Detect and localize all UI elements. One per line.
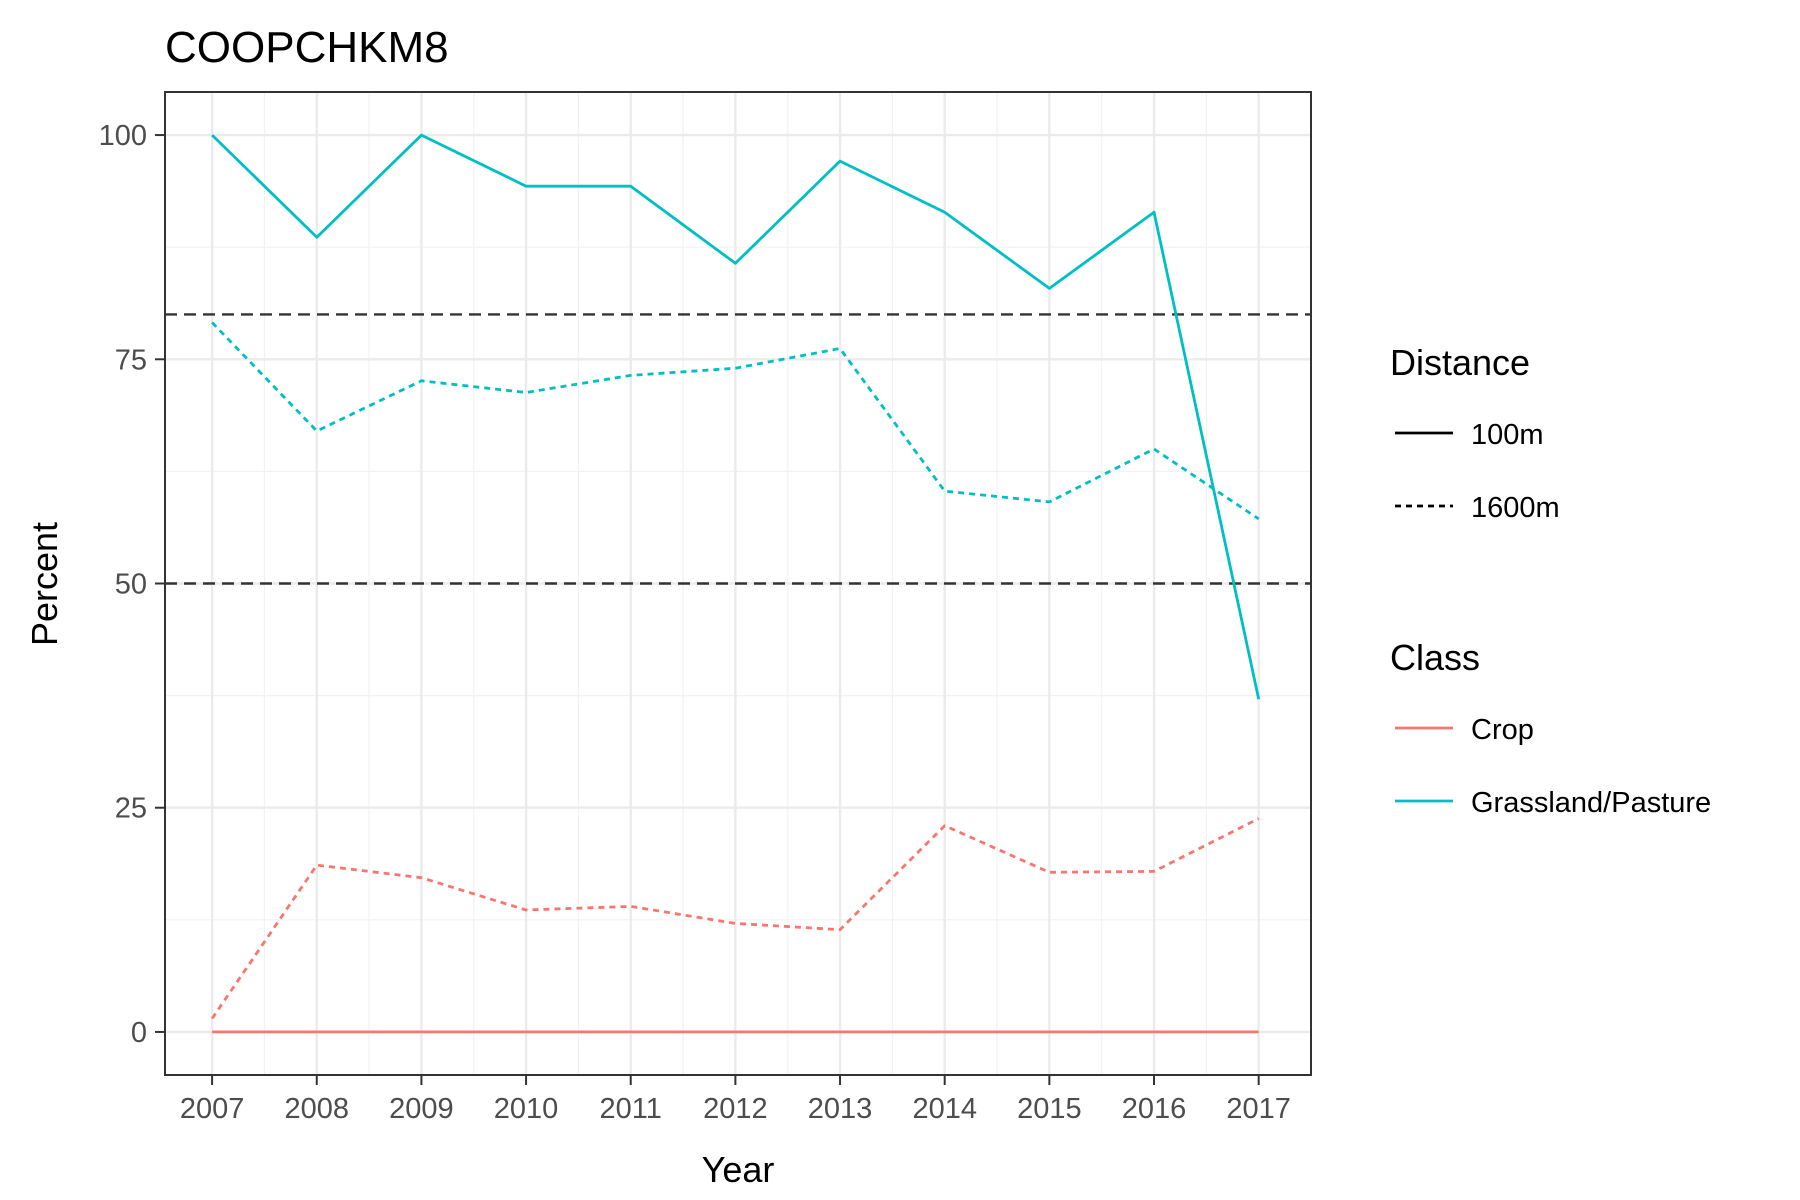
x-tick-label: 2007 [180, 1093, 245, 1125]
x-tick-label: 2014 [912, 1093, 977, 1125]
series-line-grassland-pasture-1600m [211, 321, 1260, 521]
x-tick-label: 2016 [1122, 1093, 1187, 1125]
series-lines [210, 133, 1261, 1034]
x-tick-label: 2011 [600, 1093, 662, 1125]
x-tick-label: 2013 [808, 1093, 873, 1125]
legend-label-100m: 100m [1471, 419, 1544, 451]
series-line-crop-1600m [210, 817, 1260, 1020]
series-line-grassland-pasture-100m [211, 133, 1261, 700]
x-tick-label: 2008 [284, 1093, 349, 1125]
x-tick-label: 2012 [703, 1093, 768, 1125]
legend-title-distance: Distance [1390, 342, 1530, 383]
y-tick-label: 50 [115, 569, 147, 601]
legend-label-grassland-pasture: Grassland/Pasture [1471, 787, 1711, 819]
legend-title-class: Class [1390, 637, 1480, 678]
legend-label-crop: Crop [1471, 714, 1534, 746]
y-tick-label: 25 [115, 793, 147, 825]
y-tick-label: 75 [115, 344, 147, 376]
y-axis: 0 25 50 75 100 [99, 120, 165, 1049]
x-tick-label: 2009 [389, 1093, 454, 1125]
y-axis-title: Percent [24, 522, 65, 646]
legend: Distance 100m 1600m Class Crop Grassland/Past… [1390, 342, 1711, 819]
chart-title: COOPCHKM8 [165, 23, 449, 72]
y-tick-label: 0 [131, 1017, 147, 1049]
y-tick-label: 100 [99, 120, 147, 152]
x-tick-label: 2010 [494, 1093, 559, 1125]
reference-lines [165, 313, 1311, 585]
legend-label-1600m: 1600m [1471, 492, 1560, 524]
x-tick-label: 2017 [1226, 1093, 1291, 1125]
x-axis-title: Year [702, 1149, 775, 1190]
x-axis: 2007 2008 2009 2010 2011 2012 2013 2014 2015 2016… [180, 1075, 1291, 1125]
x-tick-label: 2015 [1017, 1093, 1082, 1125]
